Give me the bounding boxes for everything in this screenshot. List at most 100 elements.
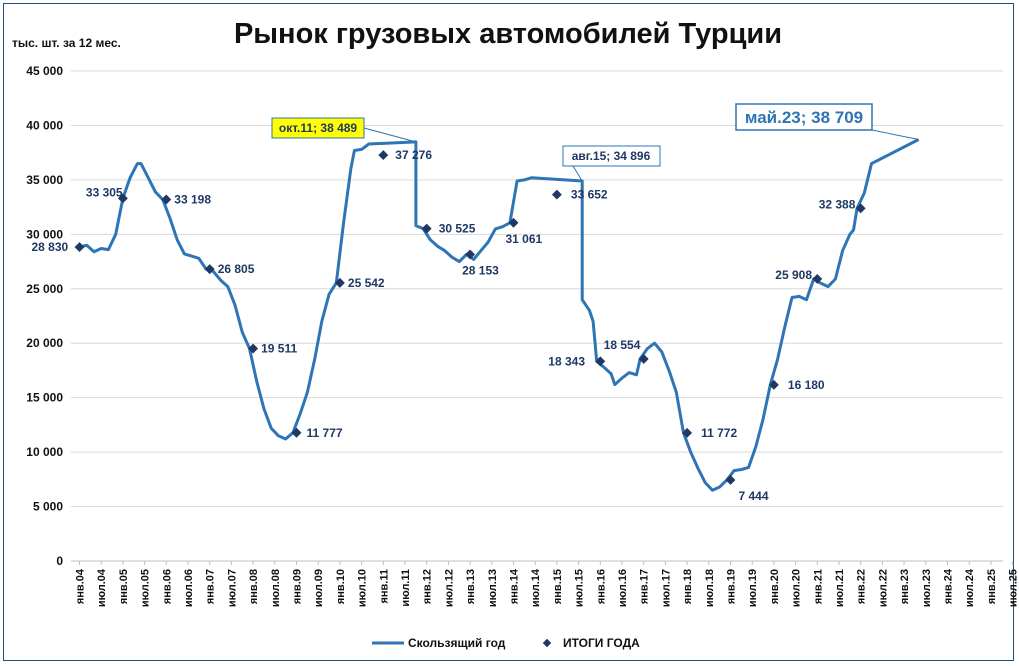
x-tick-label: июл.13	[487, 569, 499, 607]
x-tick-label: июл.22	[877, 569, 889, 607]
year-total-label: 25 908	[775, 268, 812, 282]
x-tick-label: янв.07	[205, 569, 217, 604]
year-total-label: 33 652	[571, 188, 608, 202]
year-total-marker	[768, 379, 779, 390]
legend-marker-label: ИТОГИ ГОДА	[563, 636, 640, 650]
year-total-marker	[855, 203, 866, 214]
year-total-label: 25 542	[348, 276, 385, 290]
x-tick-label: июл.12	[443, 569, 455, 607]
callout-peak-2015-leader	[572, 165, 583, 182]
y-tick-label: 40 000	[26, 118, 63, 132]
year-total-label: 30 525	[439, 222, 476, 236]
x-tick-label: янв.08	[248, 569, 260, 604]
x-tick-label: янв.18	[682, 569, 694, 604]
legend: Скользящий год ИТОГИ ГОДА	[372, 636, 640, 650]
callout-may-2023-box	[735, 103, 873, 131]
y-tick-label: 10 000	[26, 445, 63, 459]
x-tick-label: янв.05	[118, 569, 130, 604]
x-tick-label: янв.21	[812, 569, 824, 604]
x-tick-label: янв.22	[856, 569, 868, 604]
grid	[71, 70, 1003, 562]
x-tick-label: июл.18	[704, 569, 716, 607]
x-tick-label: июл.04	[96, 568, 108, 607]
x-tick-label: янв.06	[161, 569, 173, 604]
x-tick-label: июл.11	[400, 569, 412, 607]
legend-marker-swatch	[542, 638, 552, 648]
year-total-label: 16 180	[788, 378, 825, 392]
year-total-label: 11 777	[307, 426, 343, 440]
y-tick-label: 35 000	[26, 173, 63, 187]
year-total-label: 28 153	[462, 263, 499, 277]
x-tick-label: янв.14	[509, 568, 521, 604]
x-tick-label: янв.24	[943, 568, 955, 604]
y-ticks: 0 5 000 10 000 15 000 20 000 25 000 30 000 35 0…	[26, 64, 63, 568]
x-tick-label: янв.19	[726, 569, 738, 604]
y-tick-label: 45 000	[26, 64, 63, 78]
year-total-label: 33 305	[86, 185, 123, 199]
x-tick-label: янв.23	[899, 569, 911, 604]
year-total-label: 32 388	[819, 197, 856, 211]
year-total-label: 37 276	[395, 148, 432, 162]
y-tick-label: 30 000	[26, 227, 63, 241]
y-tick-label: 0	[56, 554, 63, 568]
callout-may-2023-text: май.23; 38 709	[745, 108, 863, 127]
callouts: окт.11; 38 489 авг.15; 34 896 май.23; 38 7…	[271, 103, 919, 182]
x-tick-label: июл.05	[140, 569, 152, 607]
series-markers	[74, 150, 866, 485]
year-total-label: 18 343	[548, 354, 585, 368]
x-tick-label: июл.25	[1008, 569, 1019, 607]
year-total-label: 19 511	[261, 342, 297, 356]
x-tick-label: июл.15	[574, 569, 586, 607]
x-tick-label: янв.10	[335, 569, 347, 604]
year-total-marker	[74, 242, 85, 253]
series-line	[79, 138, 920, 492]
x-tick-label: янв.20	[769, 569, 781, 604]
year-total-marker	[812, 273, 823, 284]
x-tick-label: янв.16	[595, 569, 607, 604]
x-tick-label: июл.09	[313, 569, 325, 607]
callout-peak-2011-leader	[363, 127, 416, 143]
y-axis-label: тыс. шт. за 12 мес.	[12, 36, 121, 50]
year-total-marker	[421, 223, 432, 234]
x-tick-label: янв.17	[639, 569, 651, 604]
year-total-marker	[334, 277, 345, 288]
x-tick-label: июл.06	[183, 569, 195, 607]
year-total-marker	[291, 427, 302, 438]
chart-title: Рынок грузовых автомобилей Турции	[234, 18, 782, 50]
year-total-label: 26 805	[218, 262, 255, 276]
x-tick-label: июл.17	[660, 569, 672, 607]
callout-peak-2015-text: авг.15; 34 896	[572, 149, 651, 163]
x-tick-label: июл.07	[226, 569, 238, 607]
year-total-marker	[638, 354, 649, 364]
year-total-label: 18 554	[604, 338, 641, 352]
x-tick-label: июл.16	[617, 569, 629, 607]
year-total-marker	[595, 356, 606, 367]
year-total-marker	[725, 474, 736, 485]
x-tick-label: янв.11	[378, 569, 390, 604]
callout-peak-2015-box	[562, 145, 661, 167]
y-tick-label: 5 000	[33, 500, 63, 514]
legend-line-label: Скользящий год	[408, 636, 506, 650]
year-total-marker	[682, 427, 693, 438]
x-tick-label: июл.08	[270, 569, 282, 607]
x-tick-label: июл.10	[357, 569, 369, 607]
y-tick-label: 20 000	[26, 336, 63, 350]
x-tick-label: янв.15	[552, 569, 564, 604]
x-tick-label: июл.21	[834, 569, 846, 607]
year-total-marker	[117, 193, 128, 204]
x-ticks: янв.04 июл.04 янв.05 июл.05 янв.06 июл.06 янв.…	[75, 561, 1019, 607]
y-tick-label: 25 000	[26, 282, 63, 296]
x-tick-label: янв.13	[465, 569, 477, 604]
x-tick-label: июл.19	[747, 569, 759, 607]
year-total-label: 7 444	[739, 489, 769, 503]
x-tick-label: июл.23	[921, 569, 933, 607]
data-labels: 28 830 33 305 33 198 26 805 19 511 11 777 25 5…	[32, 148, 856, 503]
callout-may-2023-leader	[871, 129, 919, 140]
x-tick-label: июл.20	[791, 569, 803, 607]
year-total-marker	[551, 189, 562, 200]
year-total-label: 11 772	[701, 426, 737, 440]
year-total-marker	[465, 249, 476, 260]
year-total-marker	[378, 150, 389, 161]
x-tick-label: янв.25	[986, 569, 998, 604]
